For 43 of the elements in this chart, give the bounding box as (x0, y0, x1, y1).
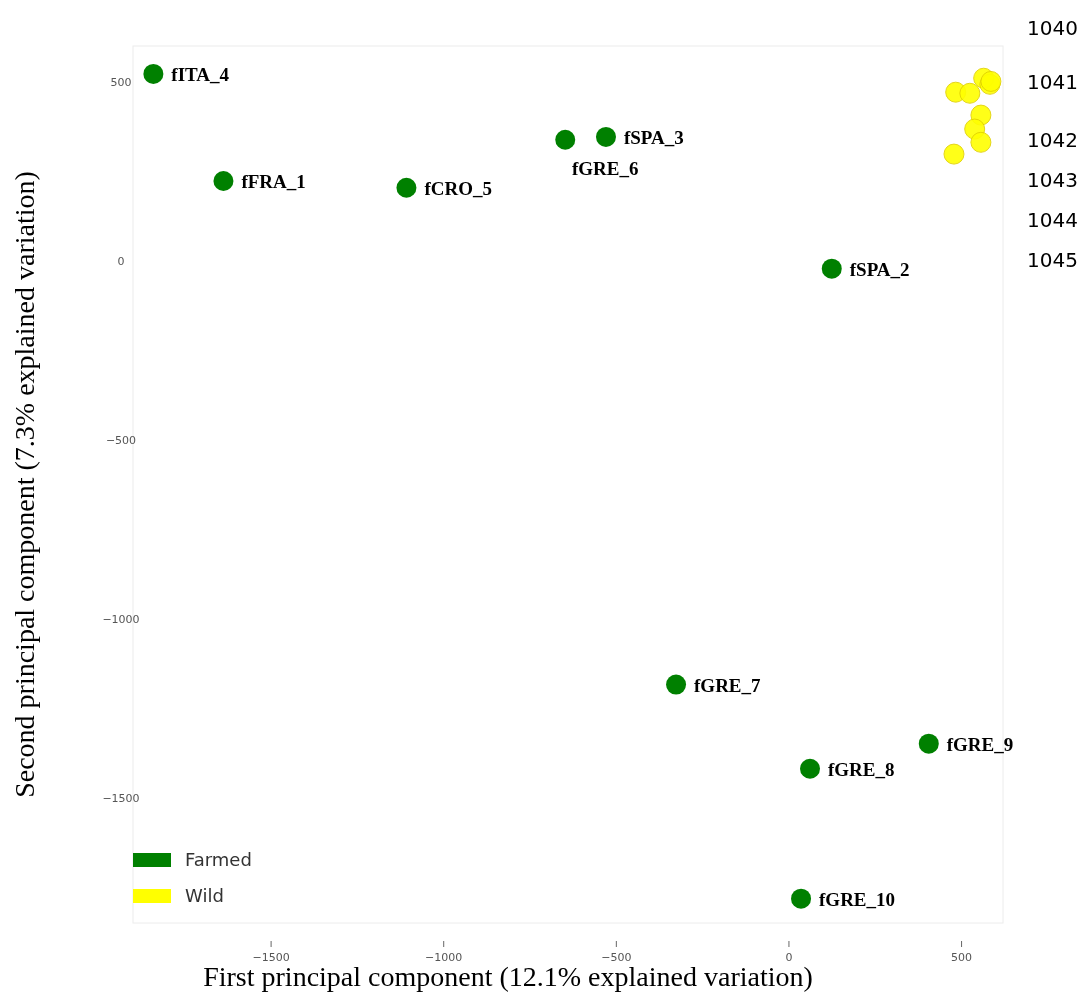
y-tick-label: −500 (105, 433, 137, 447)
text: 1042 (1027, 128, 1078, 152)
point (666, 674, 687, 695)
point (821, 258, 842, 279)
annotation: fGRE_9 (946, 733, 1014, 755)
x-tick-label: 500 (951, 951, 973, 964)
point (959, 82, 981, 104)
point (943, 143, 965, 165)
x-axis-title: First principal component (12.1% explained variation) (203, 961, 813, 992)
text: 1041 (1027, 70, 1078, 94)
text: 1043 (1027, 168, 1078, 192)
annotation: fSPA_2 (849, 258, 910, 280)
point (555, 129, 576, 150)
annotation: fFRA_1 (241, 170, 306, 192)
point (595, 126, 616, 147)
annotation: fGRE_7 (694, 674, 762, 696)
point (800, 758, 821, 779)
x-tick-label: −500 (601, 951, 632, 964)
annotation: fGRE_10 (819, 888, 896, 910)
x-tick-label: 0 (785, 951, 793, 964)
y-tick-label: 500 (110, 75, 132, 89)
annotation: fSPA_3 (623, 126, 684, 148)
text: 1045 (1027, 248, 1078, 272)
legend-label: Farmed (185, 849, 252, 870)
legend-label: Wild (185, 885, 224, 906)
y-axis-title: Second principal component (7.3% explained variation) (9, 171, 40, 798)
point (918, 733, 939, 754)
y-tick-label: −1000 (102, 612, 140, 626)
annotation: fGRE_8 (828, 758, 895, 780)
point (143, 63, 164, 84)
point (396, 177, 417, 198)
x-tick-label: −1000 (425, 951, 463, 964)
y-tick-label: 0 (117, 254, 125, 268)
x-tick-label: −1500 (252, 951, 290, 964)
point (970, 131, 992, 153)
y-tick-label: −1500 (102, 791, 140, 805)
point (213, 170, 234, 191)
annotation: fITA_4 (171, 63, 230, 85)
text: 1044 (1027, 208, 1078, 232)
text: 1040 (1027, 16, 1078, 40)
annotation: fGRE_6 (571, 157, 639, 179)
annotation: fCRO_5 (424, 177, 492, 199)
point (791, 888, 812, 909)
